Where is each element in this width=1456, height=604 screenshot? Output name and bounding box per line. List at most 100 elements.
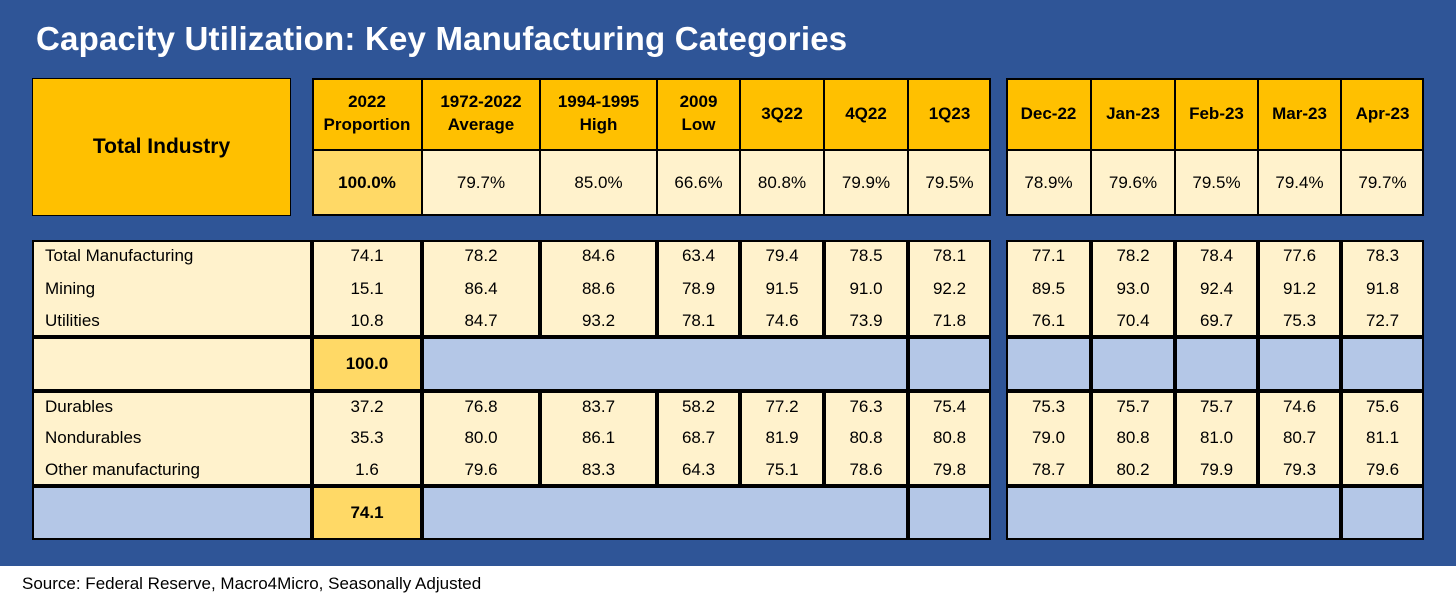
capacity-table: Total Industry 2022 Proportion 100.0% 1972-2… xyxy=(32,78,1424,540)
blank-cell xyxy=(657,337,740,391)
data-cell: 78.2 xyxy=(1091,240,1175,273)
data-cell: 78.6 xyxy=(824,454,908,486)
column-header-line: 2022 xyxy=(348,92,386,112)
data-cell: 76.8 xyxy=(422,391,540,423)
column-header-line: High xyxy=(579,115,618,134)
total-industry-value: 79.7% xyxy=(1341,150,1424,216)
data-cell: 63.4 xyxy=(657,240,740,273)
blank-cell xyxy=(1006,337,1091,391)
blank-cell xyxy=(422,486,540,540)
column-header: Jan-23 xyxy=(1091,78,1175,150)
blank-cell xyxy=(1091,486,1175,540)
data-cell: 35.3 xyxy=(312,423,422,454)
column-header-line: 2009 xyxy=(679,92,718,112)
blank-cell xyxy=(1091,337,1175,391)
data-cell: 91.8 xyxy=(1341,273,1424,305)
data-cell: 78.4 xyxy=(1175,240,1258,273)
spacer-label-cell xyxy=(32,337,312,391)
blank-cell xyxy=(1258,486,1341,540)
column-header-line: Mar-23 xyxy=(1272,103,1327,123)
blank-cell xyxy=(824,337,908,391)
data-cell: 93.0 xyxy=(1091,273,1175,305)
data-cell: 77.2 xyxy=(740,391,824,423)
blank-cell xyxy=(1341,486,1424,540)
data-cell: 75.4 xyxy=(908,391,991,423)
column-header: Apr-23 xyxy=(1341,78,1424,150)
column-header-line: Dec-22 xyxy=(1020,103,1077,123)
data-cell: 75.3 xyxy=(1258,305,1341,337)
data-cell: 71.8 xyxy=(908,305,991,337)
data-cell: 75.3 xyxy=(1006,391,1091,423)
blank-cell xyxy=(540,486,657,540)
column-header: 4Q22 xyxy=(824,78,908,150)
blank-cell xyxy=(657,486,740,540)
data-cell: 81.1 xyxy=(1341,423,1424,454)
column-header: 2009 Low xyxy=(657,78,740,150)
total-industry-value: 78.9% xyxy=(1006,150,1091,216)
data-cell: 84.6 xyxy=(540,240,657,273)
row-label: Other manufacturing xyxy=(32,454,312,486)
data-cell: 80.2 xyxy=(1091,454,1175,486)
total-industry-value: 100.0% xyxy=(312,150,422,216)
data-cell: 79.9 xyxy=(1175,454,1258,486)
column-header: Mar-23 xyxy=(1258,78,1341,150)
data-cell: 83.3 xyxy=(540,454,657,486)
column-header-line: Feb-23 xyxy=(1189,103,1244,123)
column-header-line: 3Q22 xyxy=(761,103,803,123)
total-industry-value: 79.6% xyxy=(1091,150,1175,216)
data-cell: 78.2 xyxy=(422,240,540,273)
total-industry-value: 79.4% xyxy=(1258,150,1341,216)
data-cell: 73.9 xyxy=(824,305,908,337)
blank-cell xyxy=(540,337,657,391)
data-cell: 78.1 xyxy=(657,305,740,337)
total-industry-value: 66.6% xyxy=(657,150,740,216)
data-cell: 74.1 xyxy=(312,240,422,273)
column-header-line: Low xyxy=(681,115,716,134)
data-cell: 80.8 xyxy=(1091,423,1175,454)
column-header-line: 1972-2022 xyxy=(440,92,522,112)
row-label: Nondurables xyxy=(32,423,312,454)
blank-cell xyxy=(908,486,991,540)
data-cell: 58.2 xyxy=(657,391,740,423)
data-cell: 91.0 xyxy=(824,273,908,305)
data-cell: 84.7 xyxy=(422,305,540,337)
data-cell: 80.7 xyxy=(1258,423,1341,454)
data-cell: 91.5 xyxy=(740,273,824,305)
blank-cell xyxy=(1006,486,1091,540)
column-header: Dec-22 xyxy=(1006,78,1091,150)
data-cell: 81.9 xyxy=(740,423,824,454)
data-cell: 77.1 xyxy=(1006,240,1091,273)
column-header: 3Q22 xyxy=(740,78,824,150)
data-cell: 89.5 xyxy=(1006,273,1091,305)
row-label: Durables xyxy=(32,391,312,423)
data-cell: 78.3 xyxy=(1341,240,1424,273)
data-cell: 79.6 xyxy=(1341,454,1424,486)
data-cell: 70.4 xyxy=(1091,305,1175,337)
column-header: 1994-1995 High xyxy=(540,78,657,150)
data-cell: 78.7 xyxy=(1006,454,1091,486)
data-cell: 78.9 xyxy=(657,273,740,305)
data-cell: 75.7 xyxy=(1091,391,1175,423)
data-cell: 88.6 xyxy=(540,273,657,305)
total-industry-value: 79.9% xyxy=(824,150,908,216)
data-cell: 79.8 xyxy=(908,454,991,486)
blank-cell xyxy=(1258,337,1341,391)
blank-cell xyxy=(824,486,908,540)
data-cell: 78.5 xyxy=(824,240,908,273)
column-header-line: 1994-1995 xyxy=(557,92,640,112)
total-industry-value: 80.8% xyxy=(740,150,824,216)
data-cell: 91.2 xyxy=(1258,273,1341,305)
data-cell: 92.2 xyxy=(908,273,991,305)
blank-cell xyxy=(1175,337,1258,391)
data-cell: 78.1 xyxy=(908,240,991,273)
data-cell: 79.4 xyxy=(740,240,824,273)
total-industry-value: 79.5% xyxy=(908,150,991,216)
data-cell: 1.6 xyxy=(312,454,422,486)
column-header: 1972-2022 Average xyxy=(422,78,540,150)
column-header: 2022 Proportion xyxy=(312,78,422,150)
row-label: Utilities xyxy=(32,305,312,337)
column-header-line: Proportion xyxy=(323,115,411,134)
data-cell: 64.3 xyxy=(657,454,740,486)
data-cell: 74.6 xyxy=(1258,391,1341,423)
data-cell: 77.6 xyxy=(1258,240,1341,273)
